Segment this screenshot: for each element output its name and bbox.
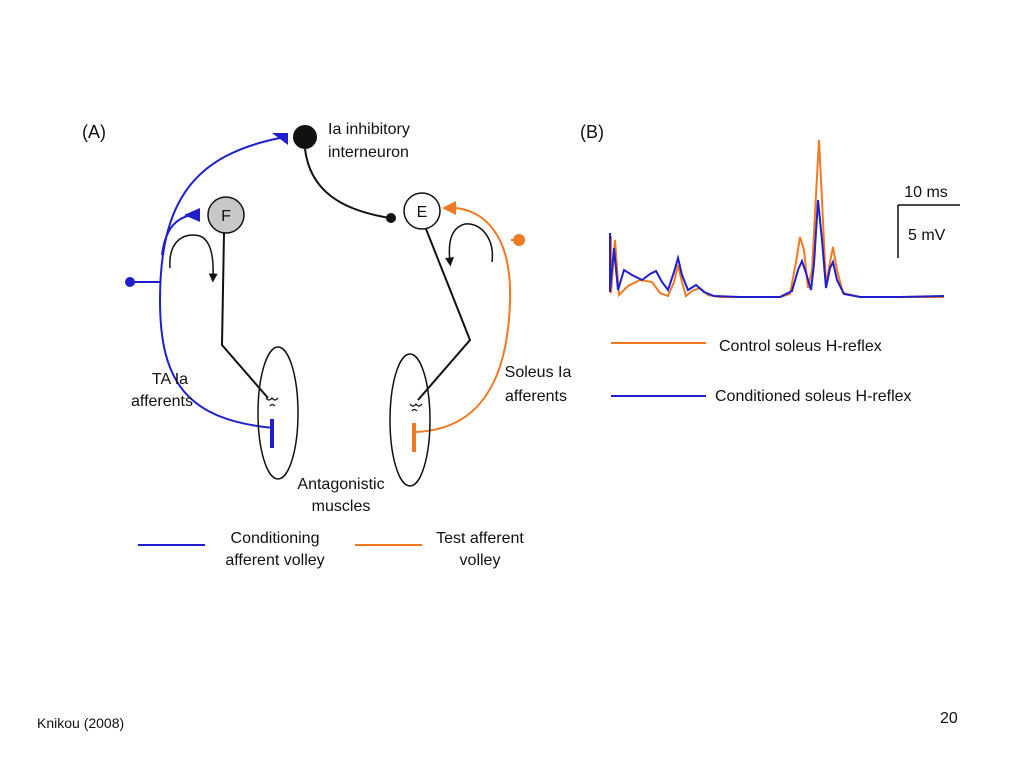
conditioned-h-reflex-trace — [609, 199, 945, 298]
soleus-afferents-label-line2: afferents — [505, 388, 567, 405]
flexor-loop-arrow — [169, 234, 218, 283]
flexor-axon — [220, 232, 269, 399]
soleus-afferent — [414, 207, 512, 433]
flexor-endplate — [265, 397, 279, 407]
panel-b: (B) 10 ms 5 mV Control soleus H-reflex C… — [580, 122, 960, 405]
panel-a-label: (A) — [82, 122, 106, 142]
legend-control-text: Control soleus H-reflex — [719, 338, 882, 355]
ta-terminal-f — [184, 208, 200, 222]
ta-stimulus-electrode — [125, 277, 135, 287]
ta-afferents-label-line2: afferents — [131, 393, 193, 410]
time-scale-label: 10 ms — [904, 184, 948, 201]
muscles-label-line2: muscles — [312, 498, 371, 515]
flexor-motoneuron-label: F — [221, 208, 231, 225]
legend-test-line1: Test afferent — [436, 530, 524, 547]
ta-afferent-to-interneuron — [158, 137, 281, 429]
muscles-label-line1: Antagonistic — [297, 476, 384, 493]
ta-terminal-interneuron — [272, 133, 288, 145]
voltage-scale-label: 5 mV — [908, 227, 946, 244]
soleus-stimulus-electrode — [513, 234, 525, 246]
extensor-motoneuron-label: E — [417, 204, 428, 221]
legend-conditioning-line2: afferent volley — [225, 552, 324, 569]
extensor-motoneuron — [403, 192, 441, 230]
soleus-afferents-label-line1: Soleus Ia — [505, 364, 572, 381]
panel-b-label: (B) — [580, 122, 604, 142]
ta-afferents-label-line1: TA Ia — [152, 371, 188, 388]
legend-conditioned-text: Conditioned soleus H-reflex — [715, 388, 912, 405]
control-h-reflex-trace — [610, 139, 944, 298]
extensor-endplate — [409, 403, 423, 412]
extensor-loop-arrow — [445, 223, 494, 267]
soleus-muscle — [389, 353, 431, 487]
citation: Knikou (2008) — [37, 715, 124, 731]
ta-muscle — [257, 346, 299, 480]
legend-test-line2: volley — [460, 552, 501, 569]
interneuron-synapse — [386, 213, 396, 223]
legend-conditioning-line1: Conditioning — [231, 530, 320, 547]
interneuron-axon — [304, 148, 391, 219]
extensor-axon — [417, 228, 472, 401]
panel-a: (A) Ia inhibitory interneuron F TA Ia af… — [82, 121, 571, 569]
interneuron-node — [293, 125, 317, 149]
flexor-motoneuron — [207, 196, 245, 234]
page-number: 20 — [940, 710, 958, 727]
interneuron-label-line1: Ia inhibitory — [328, 121, 410, 138]
interneuron-label-line2: interneuron — [328, 144, 409, 161]
soleus-terminal-e — [442, 201, 456, 215]
